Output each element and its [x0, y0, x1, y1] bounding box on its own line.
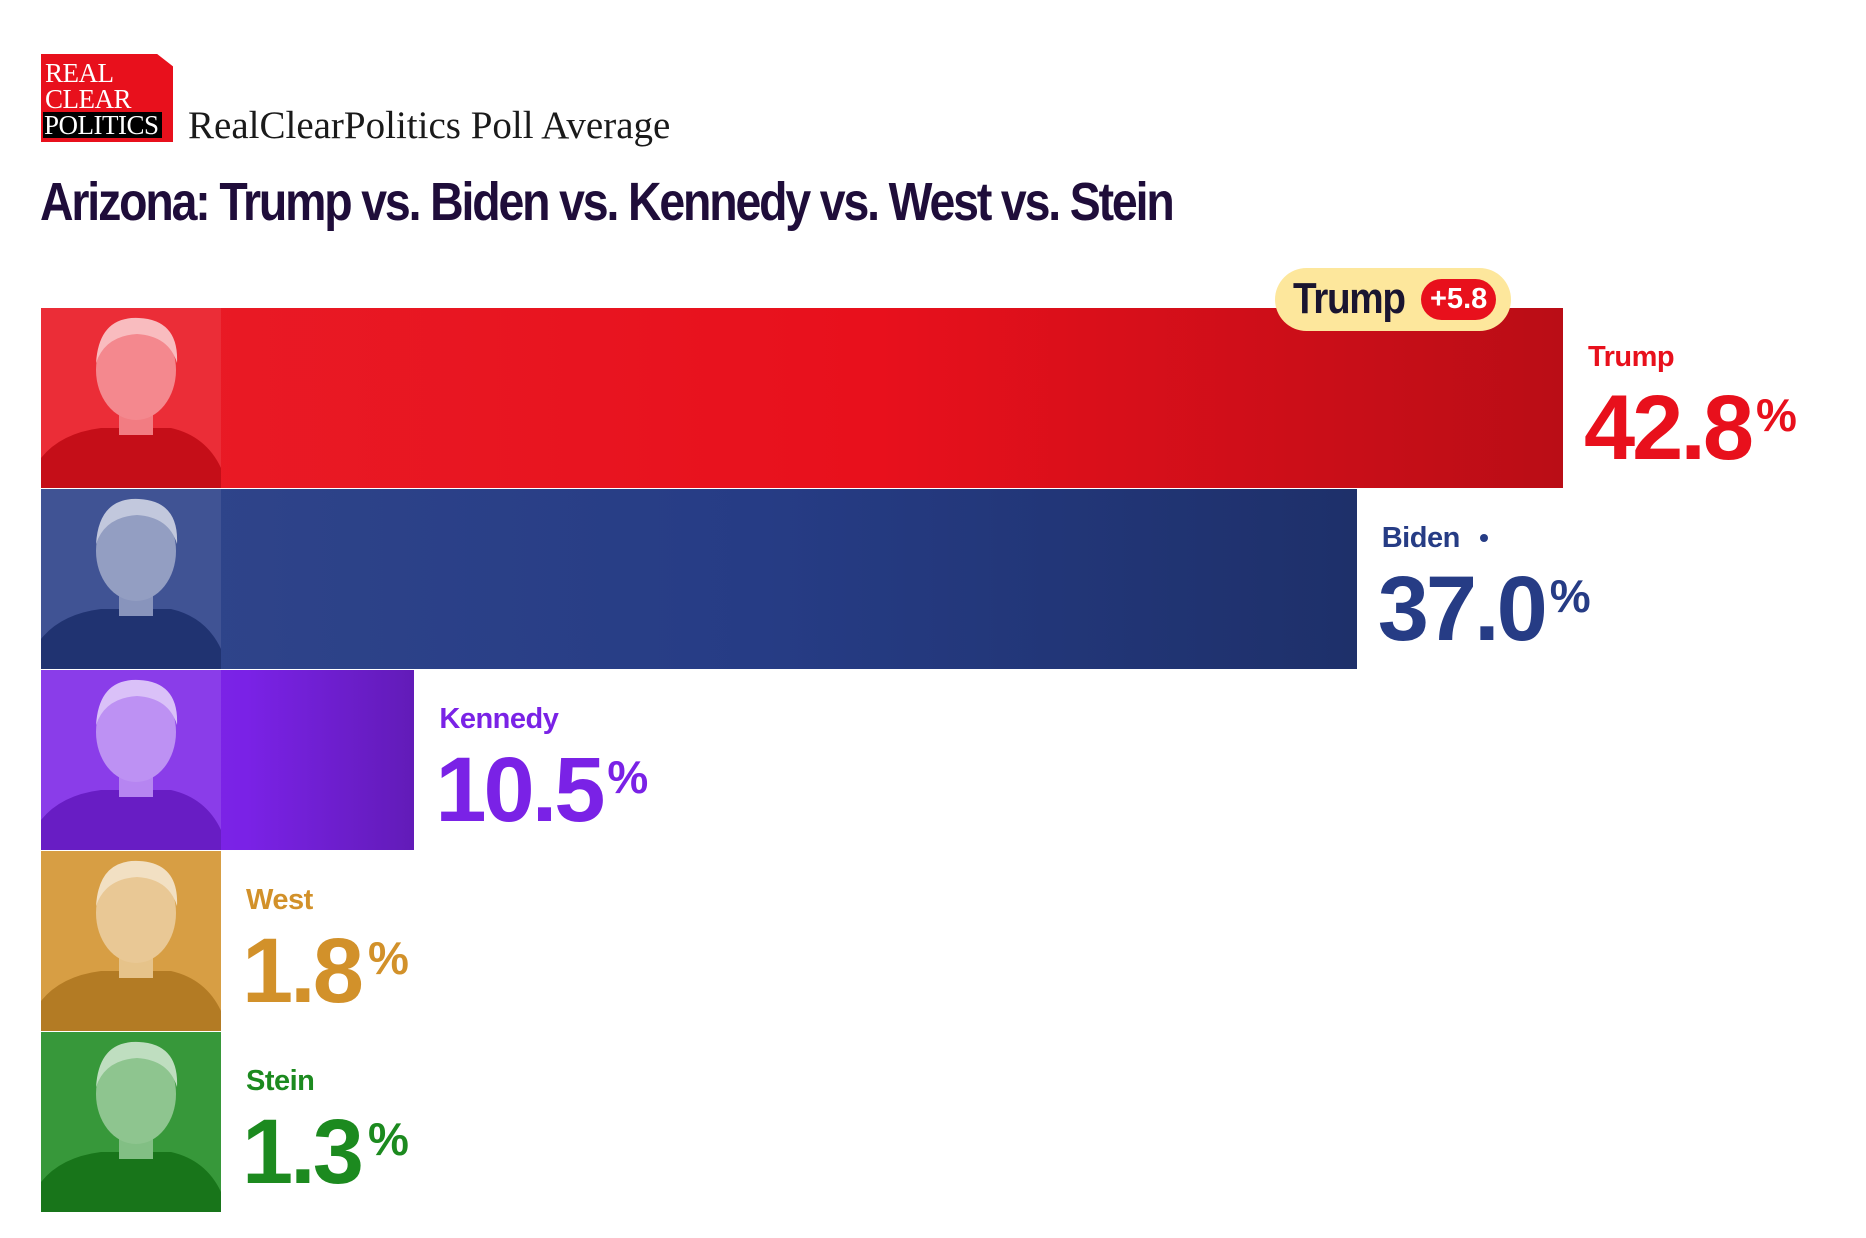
bar-label-biden: Biden	[1381, 522, 1461, 554]
percent-sign-stein: %	[368, 1113, 409, 1165]
bar-label-west: West	[246, 884, 313, 916]
bar-label-trump: Trump	[1588, 341, 1675, 373]
leader-margin: +5.8	[1421, 279, 1497, 320]
bar-west	[41, 851, 221, 1031]
chart-title: Arizona: Trump vs. Biden vs. Kennedy vs.…	[40, 172, 1175, 232]
data-label-west: 1.8	[242, 920, 364, 1022]
candidate-photo-kennedy	[41, 670, 221, 850]
percent-sign-trump: %	[1756, 389, 1797, 441]
data-label-stein: 1.3	[242, 1101, 364, 1203]
incumbent-dot	[1479, 534, 1488, 542]
source-label: RealClearPolitics Poll Average	[188, 104, 671, 147]
bar-label-stein: Stein	[246, 1065, 315, 1097]
logo-line-2: CLEAR	[45, 84, 132, 114]
leader-badge: Trump +5.8	[1275, 268, 1511, 331]
candidate-photo-biden	[41, 489, 221, 669]
bar-stein	[41, 1032, 221, 1212]
candidate-photo-stein	[41, 1032, 221, 1212]
percent-sign-kennedy: %	[607, 751, 649, 803]
bar-trump	[41, 308, 1563, 488]
data-label-kennedy: 10.5	[435, 739, 605, 841]
bar-kennedy	[41, 670, 415, 850]
candidate-photo-trump	[41, 308, 221, 488]
logo-line-1: REAL	[45, 58, 114, 88]
logo-line-3: POLITICS	[43, 112, 162, 139]
rcp-logo: REAL CLEAR POLITICS	[41, 54, 173, 142]
data-label-trump: 42.8	[1584, 377, 1754, 479]
bar-label-kennedy: Kennedy	[439, 703, 559, 735]
leader-name: Trump	[1293, 274, 1406, 323]
bar-biden	[41, 489, 1357, 669]
percent-sign-biden: %	[1549, 570, 1591, 622]
candidate-photo-west	[41, 851, 221, 1031]
percent-sign-west: %	[368, 932, 409, 984]
data-label-biden: 37.0	[1377, 558, 1548, 660]
